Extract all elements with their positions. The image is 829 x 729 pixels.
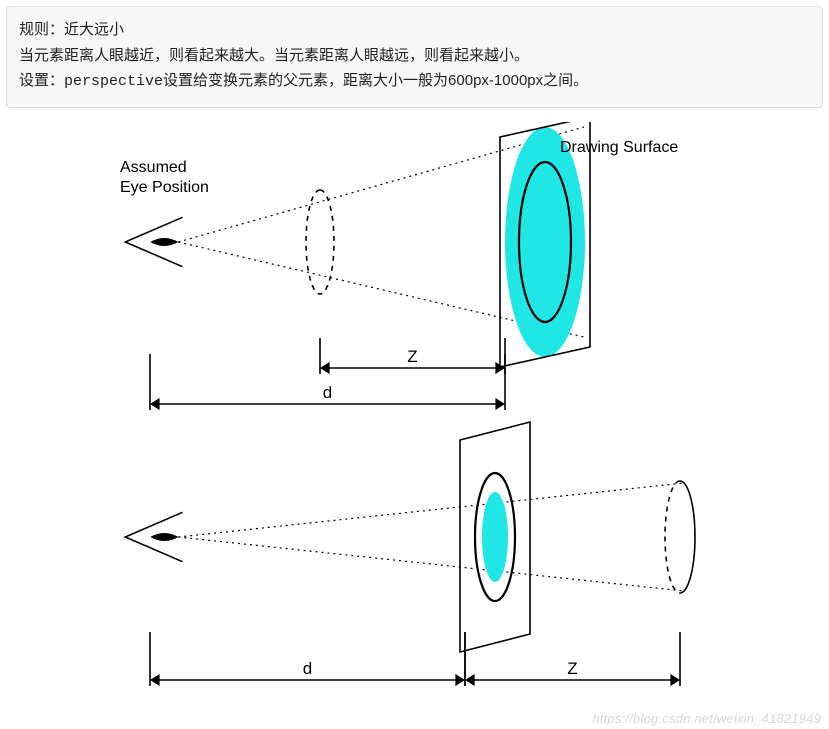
svg-text:d: d	[323, 383, 332, 402]
info-line-1: 规则：近大远小	[19, 17, 810, 43]
svg-text:Drawing Surface: Drawing Surface	[560, 139, 678, 156]
svg-text:Eye Position: Eye Position	[120, 179, 209, 196]
svg-text:Assumed: Assumed	[120, 159, 187, 176]
diagram-container: Assumed Eye Position Drawing Surface Zd d Z	[0, 108, 829, 729]
info-line-2: 当元素距离人眼越近，则看起来越大。当元素距离人眼越远，则看起来越小。	[19, 43, 810, 69]
svg-text:Z: Z	[407, 347, 417, 366]
info-line-3: 设置：perspective设置给变换元素的父元素，距离大小一般为600px-1…	[19, 68, 810, 95]
info-box: 规则：近大远小 当元素距离人眼越近，则看起来越大。当元素距离人眼越远，则看起来越…	[6, 6, 823, 108]
setting-prefix: 设置：	[19, 72, 64, 89]
svg-text:d: d	[303, 659, 312, 678]
rule-text: 近大远小	[64, 21, 124, 38]
setting-rest: 设置给变换元素的父元素，距离大小一般为600px-1000px之间。	[163, 72, 588, 89]
setting-code: perspective	[64, 73, 163, 90]
svg-text:Z: Z	[567, 659, 577, 678]
perspective-diagram: Assumed Eye Position Drawing Surface Zd d Z	[20, 122, 809, 722]
rule-prefix: 规则：	[19, 21, 64, 38]
